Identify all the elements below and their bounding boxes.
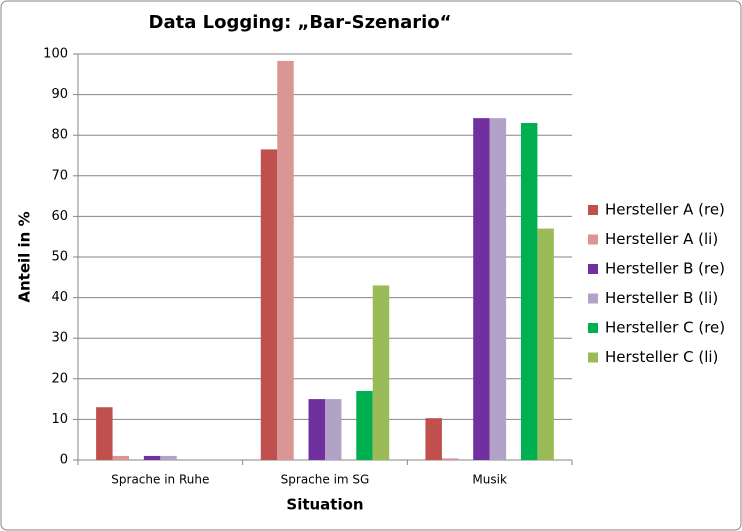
legend-label: Hersteller A (re): [605, 201, 725, 219]
legend-swatch: [588, 264, 598, 274]
legend-label: Hersteller A (li): [605, 230, 718, 248]
x-tick-label: Sprache in Ruhe: [111, 473, 209, 487]
legend-swatch: [588, 323, 598, 333]
y-tick-label: 0: [60, 453, 68, 468]
bar: [112, 455, 130, 460]
bar: [260, 149, 278, 460]
bar: [473, 118, 490, 460]
chart-title: Data Logging: „Bar-Szenario“: [149, 12, 452, 33]
y-tick-label: 70: [51, 168, 68, 183]
y-tick-label: 30: [51, 331, 68, 346]
bar: [356, 390, 373, 460]
bar: [160, 455, 177, 460]
legend-label: Hersteller B (li): [605, 289, 718, 307]
bar: [520, 123, 538, 461]
x-tick-label: Sprache im SG: [281, 473, 370, 487]
bar: [143, 455, 161, 460]
y-tick-label: 60: [51, 209, 68, 224]
legend-swatch: [588, 234, 598, 245]
legend-label: Hersteller C (re): [605, 319, 725, 337]
legend-label: Hersteller B (re): [605, 260, 725, 278]
bar: [277, 60, 294, 460]
legend-swatch: [588, 352, 598, 363]
bar: [372, 285, 390, 460]
x-tick-label: Musik: [472, 473, 507, 487]
x-axis-label: Situation: [286, 496, 363, 514]
bar: [441, 458, 459, 460]
bar: [425, 418, 442, 460]
y-tick-label: 40: [51, 290, 68, 305]
y-tick-label: 20: [51, 371, 68, 386]
bar: [489, 118, 507, 460]
y-axis-label: Anteil in %: [16, 211, 34, 302]
y-tick-label: 50: [51, 250, 68, 265]
y-tick-label: 80: [51, 128, 68, 143]
bar: [96, 407, 113, 460]
legend-swatch: [588, 293, 598, 304]
y-tick-label: 10: [51, 412, 68, 427]
bar: [308, 399, 325, 460]
legend-swatch: [588, 205, 598, 215]
legend-label: Hersteller C (li): [605, 348, 718, 366]
y-tick-label: 100: [43, 47, 68, 62]
bar: [537, 228, 554, 460]
y-tick-label: 90: [51, 87, 68, 102]
bar: [325, 399, 342, 460]
